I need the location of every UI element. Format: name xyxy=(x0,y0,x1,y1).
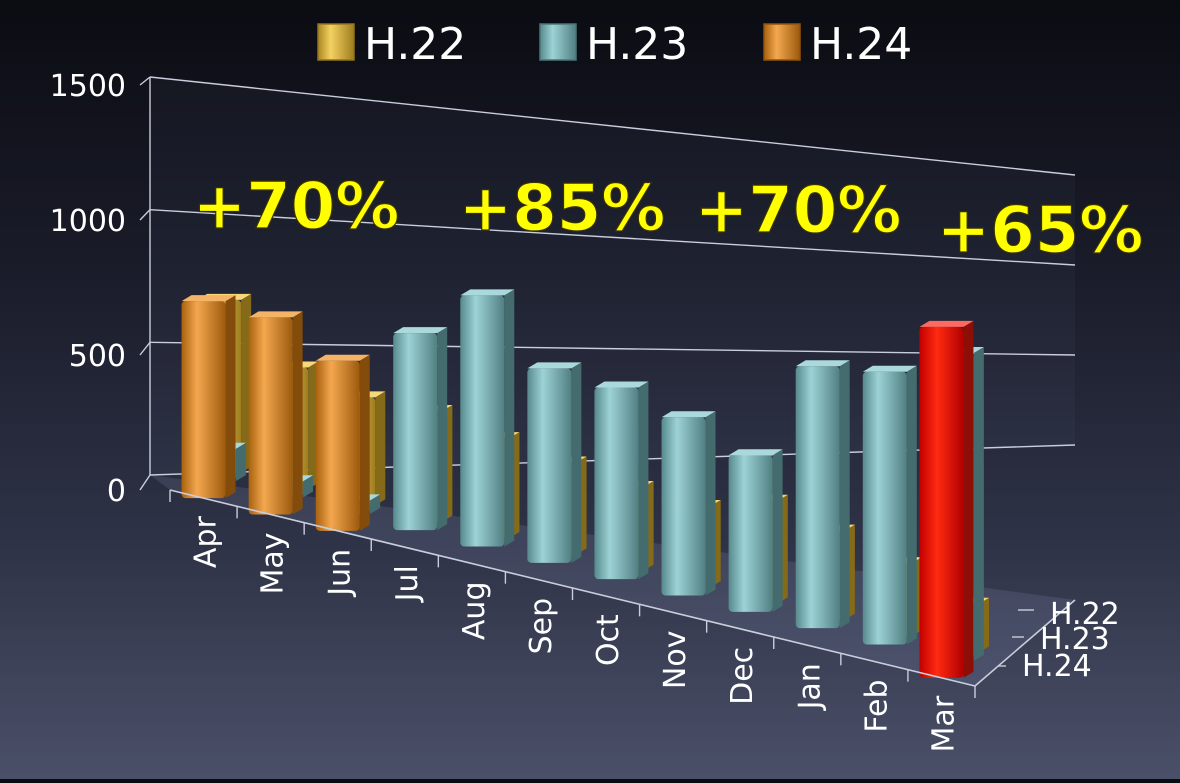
legend-swatch-H.22 xyxy=(317,23,355,61)
bar-face xyxy=(594,387,639,580)
bar-top xyxy=(527,362,582,369)
bar-side xyxy=(437,327,448,531)
annotation-growth: +85% xyxy=(459,172,666,246)
bar-face xyxy=(248,317,293,515)
bar-face xyxy=(393,333,438,531)
bar-H.23-Sep xyxy=(527,362,582,563)
bar-face xyxy=(795,366,840,629)
legend-label-H.23: H.23 xyxy=(586,19,688,70)
bar-top xyxy=(795,360,850,367)
bar-side xyxy=(225,295,236,499)
bar-H.23-Jan xyxy=(795,360,850,629)
bar-H.24-Apr xyxy=(181,295,236,499)
legend-label-H.24: H.24 xyxy=(810,19,912,70)
annotation-growth: +65% xyxy=(937,194,1144,268)
bar-H.23-Nov xyxy=(661,411,716,596)
annotation-growth: +70% xyxy=(193,170,400,244)
bar-side xyxy=(705,411,716,596)
bar-top xyxy=(460,289,515,296)
bar-H.24-Jun xyxy=(315,354,370,531)
bar-top xyxy=(181,295,236,302)
legend-swatch-H.24 xyxy=(763,23,801,61)
y-tick-mark xyxy=(139,341,151,356)
bar-face xyxy=(460,295,505,547)
bar-side xyxy=(973,347,984,661)
bar-face xyxy=(315,360,360,531)
y-tick-label: 1500 xyxy=(50,69,126,104)
bar-side xyxy=(772,449,783,612)
gridline xyxy=(149,208,1076,266)
bar-H.23-Aug xyxy=(460,289,515,547)
bar-top xyxy=(661,411,716,418)
y-tick-mark xyxy=(139,76,151,86)
legend-swatch-H.23 xyxy=(539,23,577,61)
y-tick-mark xyxy=(139,209,151,221)
x-tick-label: Oct xyxy=(591,614,626,666)
bar-side xyxy=(571,362,582,563)
gridline xyxy=(149,76,1076,176)
depth-label: H.22 xyxy=(1050,597,1120,632)
bar-face xyxy=(728,455,773,612)
bar-top xyxy=(594,381,649,388)
bar-side xyxy=(303,475,314,498)
bar-H.24-May xyxy=(248,311,303,515)
x-tick-label: May xyxy=(256,533,291,595)
bar-side xyxy=(370,494,381,514)
bar-side xyxy=(359,354,370,531)
bar-side xyxy=(963,320,974,678)
depth-axis-line xyxy=(974,599,1076,687)
bar-top xyxy=(393,327,448,334)
annotation-growth: +70% xyxy=(695,174,902,248)
x-tick-label: Jun xyxy=(323,549,358,598)
y-tick-mark xyxy=(139,474,151,491)
y-tick-label: 1000 xyxy=(50,204,126,239)
bar-face xyxy=(919,326,964,678)
y-tick-label: 0 xyxy=(107,474,126,509)
x-tick-label: Feb xyxy=(859,680,894,733)
x-tick-label: Mar xyxy=(926,695,961,752)
bar-top xyxy=(248,311,303,318)
legend-label-H.22: H.22 xyxy=(364,19,466,70)
bar-top xyxy=(315,354,370,361)
depth-label: H.23 xyxy=(1040,622,1110,657)
bar-face xyxy=(527,368,572,563)
bar-side xyxy=(235,442,246,482)
bar-side xyxy=(375,391,386,506)
bar-face xyxy=(181,301,226,499)
bar-side xyxy=(504,289,515,547)
bar-H.23-Dec xyxy=(728,449,783,612)
bar-H.24-Mar xyxy=(919,320,974,678)
bar-top xyxy=(862,365,917,372)
x-tick-label: Jul xyxy=(390,565,425,603)
bar-side xyxy=(839,360,850,629)
floor xyxy=(150,475,1075,686)
bar-side xyxy=(906,365,917,645)
bar-H.23-Feb xyxy=(862,365,917,645)
bar-top xyxy=(919,320,974,327)
bar-H.23-Oct xyxy=(594,381,649,580)
bar-side xyxy=(638,381,649,580)
bar-side xyxy=(292,311,303,515)
bar-face xyxy=(661,417,706,596)
y-tick-label: 500 xyxy=(69,339,126,374)
bar-face xyxy=(862,371,907,645)
depth-label: H.24 xyxy=(1022,649,1092,684)
x-tick-label: Jan xyxy=(792,663,827,711)
x-tick-label: Aug xyxy=(457,582,492,641)
x-tick-label: Apr xyxy=(189,516,224,569)
bar-H.23-Jul xyxy=(393,327,448,531)
x-tick-label: Nov xyxy=(658,631,693,690)
x-tick-label: Dec xyxy=(725,647,760,705)
bar-top xyxy=(728,449,783,456)
x-tick-label: Sep xyxy=(524,598,559,655)
